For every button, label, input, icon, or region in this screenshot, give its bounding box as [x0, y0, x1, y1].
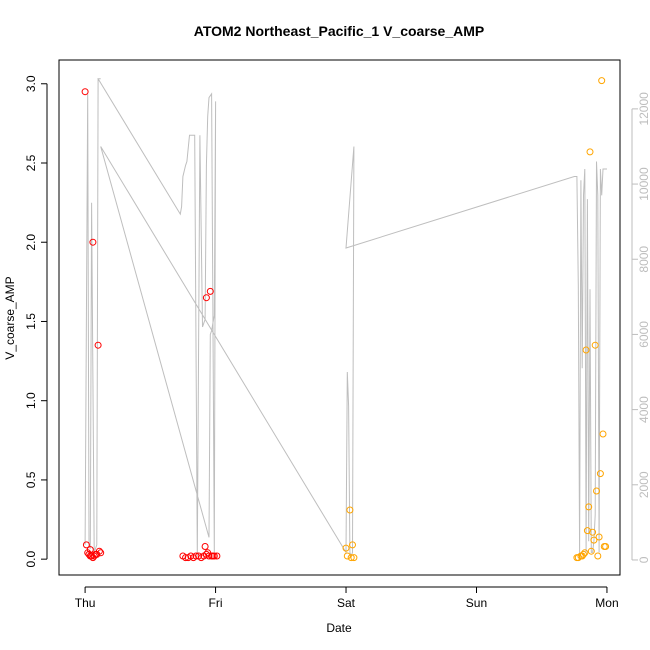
- data-point-red: [81, 88, 89, 96]
- data-point-red: [209, 552, 217, 560]
- data-point-orange: [342, 544, 350, 552]
- y-tick-label-right: 12000: [637, 92, 650, 126]
- data-point-orange: [591, 341, 599, 349]
- data-point-red: [213, 552, 221, 560]
- data-point-red: [205, 552, 213, 560]
- data-point-orange: [593, 487, 600, 495]
- data-point-red: [97, 549, 105, 557]
- y-tick-label-right: 2000: [637, 471, 650, 498]
- data-point-red: [89, 238, 97, 246]
- data-point-orange: [350, 554, 358, 562]
- x-axis: Thu Fri Sat Sun Mon: [75, 586, 619, 610]
- data-point-orange: [349, 541, 356, 549]
- data-point-red: [204, 549, 212, 557]
- data-point-orange: [594, 552, 602, 560]
- data-point-orange: [596, 470, 604, 478]
- data-point-orange: [346, 506, 354, 514]
- data-point-red: [95, 547, 103, 555]
- y-tick-label-left: 0.5: [24, 471, 38, 488]
- plot-area: [58, 59, 621, 576]
- data-point-orange: [585, 503, 593, 511]
- data-point-orange: [589, 528, 597, 536]
- series-line: [84, 78, 607, 558]
- y-axis-right: 0 2000 4000 6000 8000 10000 12000: [631, 92, 650, 563]
- y-tick-label-left: 0.0: [24, 550, 38, 567]
- y-tick-label-left: 3.0: [24, 75, 38, 92]
- y-tick-label-right: 0: [637, 556, 650, 563]
- line-series: [84, 78, 607, 558]
- data-point-orange: [582, 346, 590, 354]
- data-point-orange: [347, 554, 355, 562]
- data-point-orange: [343, 552, 351, 560]
- data-point-red: [202, 294, 210, 302]
- point-series: [81, 77, 610, 562]
- data-point-orange: [580, 550, 587, 558]
- x-tick-label: Fri: [209, 596, 223, 610]
- y-axis-left: 0.0 0.5 1.0 1.5 2.0 2.5 3.0: [24, 75, 48, 567]
- y-tick-label-left: 2.0: [24, 234, 38, 251]
- x-tick-label: Sat: [337, 596, 356, 610]
- y-tick-label-left: 2.5: [24, 154, 38, 171]
- y-tick-label-right: 6000: [637, 321, 650, 348]
- y-tick-label-right: 4000: [637, 396, 650, 423]
- x-axis-label: Date: [326, 621, 352, 635]
- chart-title: ATOM2 Northeast_Pacific_1 V_coarse_AMP: [194, 23, 485, 39]
- data-point-orange: [595, 533, 603, 541]
- y-axis-label: V_coarse_AMP: [3, 276, 17, 359]
- data-point-orange: [598, 77, 606, 85]
- data-point-red: [94, 341, 102, 349]
- data-point-orange: [590, 536, 598, 544]
- data-point-orange: [586, 148, 594, 156]
- x-tick-label: Mon: [595, 596, 618, 610]
- y-tick-label-left: 1.0: [24, 392, 38, 409]
- data-point-orange: [581, 549, 589, 557]
- y-tick-label-right: 8000: [637, 246, 650, 273]
- data-point-orange: [599, 430, 607, 438]
- data-point-orange: [587, 547, 595, 555]
- x-tick-label: Thu: [75, 596, 96, 610]
- data-point-red: [206, 287, 214, 295]
- data-point-red: [82, 541, 90, 549]
- x-tick-label: Sun: [466, 596, 487, 610]
- data-point-red: [201, 543, 209, 550]
- y-tick-label-left: 1.5: [24, 313, 38, 330]
- y-tick-label-right: 10000: [637, 167, 650, 201]
- data-point-red: [86, 546, 94, 554]
- data-point-orange: [602, 543, 610, 550]
